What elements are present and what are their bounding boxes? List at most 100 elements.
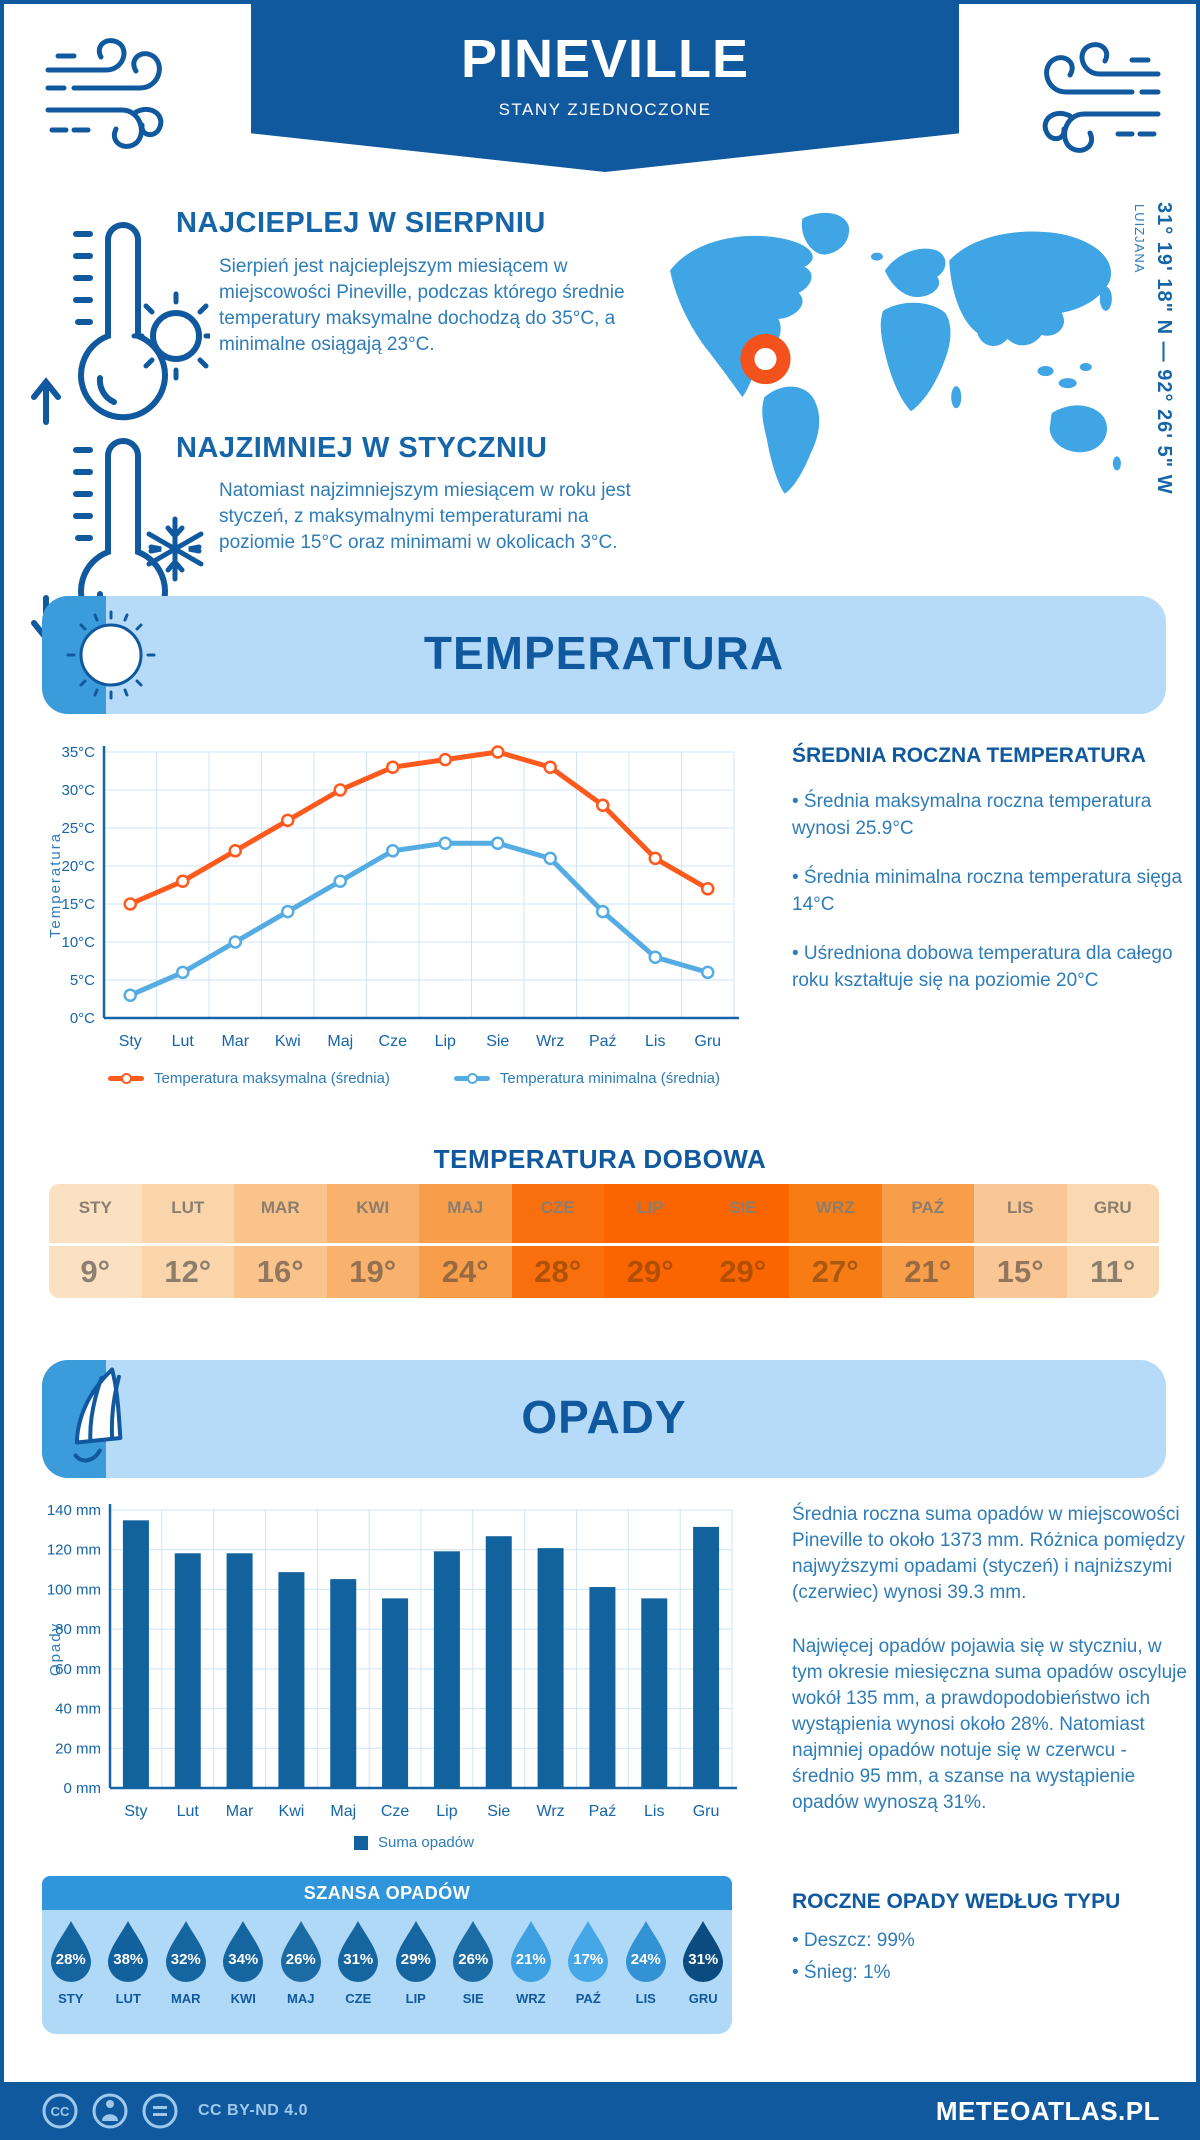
precipitation-paragraph: Średnia roczna suma opadów w miejscowośc… <box>792 1504 1185 1603</box>
chance-droplet-item: 24% LIS <box>620 1920 672 2034</box>
chance-droplet-item: 31% GRU <box>677 1920 729 2034</box>
svg-text:CC: CC <box>51 2104 70 2119</box>
svg-text:Paź: Paź <box>589 1803 617 1820</box>
droplet-icon <box>165 1921 206 1982</box>
cc-icon: CC <box>42 2093 78 2129</box>
svg-text:Mar: Mar <box>221 1033 249 1050</box>
chance-droplet-item: 32% MAR <box>160 1920 212 2034</box>
precipitation-type-bullet: • Deszcz: 99% <box>792 1930 915 1951</box>
daily-month-label: MAJ <box>419 1184 512 1246</box>
svg-text:5°C: 5°C <box>70 972 95 989</box>
wind-icon <box>45 38 164 149</box>
svg-text:25°C: 25°C <box>61 820 95 837</box>
daily-temperature-value: 27° <box>811 1254 859 1289</box>
chance-percentage: 17% <box>573 1951 604 1968</box>
chance-month-label: LIP <box>405 1991 426 2006</box>
precipitation-chart-legend: Suma opadów <box>104 1834 724 1851</box>
daily-temperature-cell: KWI 19° <box>326 1184 419 1298</box>
warmest-heading: NAJCIEPLEJ W SIERPNIU <box>176 207 546 239</box>
chance-month-label: MAJ <box>287 1991 315 2006</box>
svg-text:Lut: Lut <box>177 1803 200 1820</box>
chance-droplet-item: 17% PAŹ <box>562 1920 614 2034</box>
chance-droplet-item: 28% STY <box>45 1920 97 2034</box>
chance-month-label: LIS <box>635 1991 656 2006</box>
svg-text:10°C: 10°C <box>61 934 95 951</box>
svg-text:Gru: Gru <box>693 1803 720 1820</box>
droplet-icon <box>395 1921 436 1982</box>
precipitation-bar-chart: 0 mm 20 mm 40 mm 60 mm 80 mm 100 mm 120 mm 140 … <box>47 1502 737 1820</box>
svg-text:Sie: Sie <box>487 1803 510 1820</box>
daily-month-label: LUT <box>141 1184 234 1246</box>
chance-droplet-item: 29% LIP <box>390 1920 442 2034</box>
svg-text:0°C: 0°C <box>70 1010 95 1027</box>
legend-item: Temperatura minimalna (średnia) <box>453 1070 720 1087</box>
page-subtitle: STANY ZJEDNOCZONE <box>498 100 712 119</box>
daily-month-label: LIP <box>604 1184 697 1246</box>
daily-month-label: LIS <box>974 1184 1067 1246</box>
coldest-heading: NAJZIMNIEJ W STYCZNIU <box>176 432 548 464</box>
precipitation-band: OPADY <box>42 1360 1166 1478</box>
umbrella-icon <box>73 1367 123 1463</box>
svg-text:Lip: Lip <box>436 1803 457 1820</box>
droplet-icon <box>338 1921 379 1982</box>
svg-text:30°C: 30°C <box>61 782 95 799</box>
droplet-icon <box>108 1921 149 1982</box>
precipitation-types-heading: ROCZNE OPADY WEDŁUG TYPU <box>792 1890 1121 1913</box>
daily-temperature-cell: STY 9° <box>49 1184 142 1298</box>
daily-month-label: STY <box>49 1184 142 1246</box>
daily-temperature-cell: MAJ 24° <box>419 1184 512 1298</box>
chance-of-precipitation-title: SZANSA OPADÓW <box>303 1882 471 1903</box>
svg-text:35°C: 35°C <box>61 744 95 761</box>
svg-text:20°C: 20°C <box>61 858 95 875</box>
daily-temperature-cell: LUT 12° <box>141 1184 234 1298</box>
svg-text:Lis: Lis <box>645 1033 665 1050</box>
svg-text:Cze: Cze <box>379 1033 408 1050</box>
daily-temperature-value: 11° <box>1090 1254 1136 1289</box>
legend-marker <box>453 1073 490 1084</box>
svg-text:Paź: Paź <box>589 1033 617 1050</box>
svg-text:Kwi: Kwi <box>275 1033 301 1050</box>
precipitation-paragraph: Najwięcej opadów pojawia się w styczniu,… <box>792 1636 1187 1813</box>
legend-item: Temperatura maksymalna (średnia) <box>107 1070 390 1087</box>
daily-temperature-cell: LIP 29° <box>604 1184 697 1298</box>
daily-month-label: SIE <box>696 1184 789 1246</box>
svg-text:Sty: Sty <box>124 1803 147 1820</box>
chance-percentage: 24% <box>630 1951 661 1968</box>
svg-text:Lip: Lip <box>435 1033 456 1050</box>
chance-percentage: 32% <box>170 1951 201 1968</box>
legend-label: Temperatura minimalna (średnia) <box>499 1070 720 1087</box>
svg-text:60 mm: 60 mm <box>55 1661 101 1678</box>
daily-temperature-value: 12° <box>164 1254 212 1289</box>
daily-month-label: KWI <box>326 1184 419 1246</box>
legend-label: Temperatura maksymalna (średnia) <box>153 1070 390 1087</box>
droplet-icon <box>50 1921 91 1982</box>
svg-text:Maj: Maj <box>330 1803 356 1820</box>
thermometer-sun-icon <box>31 222 210 425</box>
chance-month-label: KWI <box>230 1991 256 2006</box>
daily-month-label: GRU <box>1066 1184 1159 1246</box>
daily-month-label: WRZ <box>789 1184 882 1246</box>
droplet-icon <box>568 1921 609 1982</box>
license-label: CC BY-ND 4.0 <box>198 2102 309 2119</box>
legend-label: Suma opadów <box>378 1834 474 1851</box>
temperature-bullet: • Uśredniona dobowa temperatura dla całe… <box>792 943 1173 991</box>
chance-droplet-item: 31% CZE <box>332 1920 384 2034</box>
chance-percentage: 28% <box>55 1951 86 1968</box>
chance-droplet-item: 38% LUT <box>102 1920 154 2034</box>
brand-label: METEOATLAS.PL <box>935 2095 1160 2126</box>
chance-month-label: PAŹ <box>575 1991 601 2006</box>
chance-percentage: 26% <box>458 1951 489 1968</box>
svg-text:Maj: Maj <box>327 1033 353 1050</box>
daily-month-label: CZE <box>511 1184 604 1246</box>
daily-temperature-value: 16° <box>256 1254 304 1289</box>
footer: CC CC BY-ND 4.0 METEOATLAS.PL <box>4 2082 1196 2140</box>
svg-text:Opady: Opady <box>47 1622 64 1676</box>
droplet-icon <box>453 1921 494 1982</box>
temperature-line-chart: 0°C 5°C 10°C 15°C 20°C 25°C 30°C 35°C Sty Lut Mar K… <box>47 744 739 1050</box>
svg-text:Kwi: Kwi <box>279 1803 305 1820</box>
legend-marker <box>354 1835 369 1850</box>
svg-text:Wrz: Wrz <box>537 1803 565 1820</box>
sun-icon <box>66 610 156 700</box>
daily-temperature-value: 28° <box>534 1254 582 1289</box>
chance-droplet-item: 21% WRZ <box>505 1920 557 2034</box>
